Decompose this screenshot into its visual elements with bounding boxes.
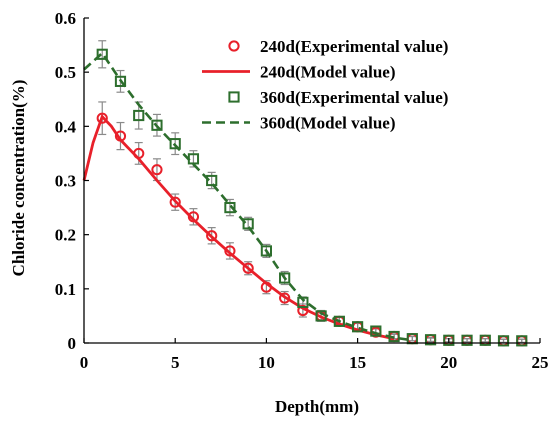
data-point-square xyxy=(443,334,455,346)
data-point-circle xyxy=(224,245,236,257)
data-point-square xyxy=(352,321,364,333)
data-point-square xyxy=(388,330,400,343)
y-tick-label: 0.1 xyxy=(55,280,76,299)
data-point-circle xyxy=(96,112,108,124)
error-bar xyxy=(408,335,417,342)
error-bar xyxy=(481,338,490,343)
error-bar xyxy=(116,121,125,151)
data-point-circle xyxy=(279,292,291,304)
data-point-square xyxy=(133,109,145,122)
data-point-square xyxy=(479,334,491,346)
series-markers xyxy=(96,48,528,347)
axes xyxy=(83,17,541,344)
error-bar xyxy=(426,337,435,342)
data-point-circle xyxy=(206,230,218,242)
data-point-circle xyxy=(260,281,272,293)
data-point-square xyxy=(260,245,272,257)
y-tick-label: 0.5 xyxy=(55,63,76,82)
data-point-square xyxy=(206,174,218,187)
data-point-square xyxy=(224,201,236,214)
error-bar xyxy=(98,40,107,69)
legend-item: 360d(Experimental value) xyxy=(228,88,448,107)
x-axis-label: Depth(mm) xyxy=(275,397,359,416)
legend-item: 240d(Experimental value) xyxy=(228,37,448,56)
data-point-square xyxy=(297,296,309,308)
data-point-circle xyxy=(169,196,181,208)
data-point-square xyxy=(151,119,163,131)
data-point-square xyxy=(516,335,528,347)
legend: 240d(Experimental value) 240d(Model value… xyxy=(202,37,448,133)
legend-label: 360d(Experimental value) xyxy=(260,88,448,107)
data-point-circle xyxy=(187,211,200,223)
y-tick-label: 0.3 xyxy=(55,172,76,191)
data-point-square xyxy=(169,138,181,150)
y-tick-label: 0.2 xyxy=(55,226,76,245)
legend-label: 240d(Model value) xyxy=(260,63,396,82)
tick-labels: 0 5 10 15 20 25 0 0.1 0.2 0.3 0.4 0.5 0.6 xyxy=(55,9,549,372)
y-tick-label: 0.4 xyxy=(55,117,77,136)
legend-circle-swatch xyxy=(228,40,240,52)
legend-label: 360d(Model value) xyxy=(260,114,396,133)
data-point-square xyxy=(242,218,254,230)
error-bar xyxy=(517,338,526,344)
data-point-circle xyxy=(242,262,254,274)
legend-item: 360d(Model value) xyxy=(202,114,396,133)
x-tick-label: 10 xyxy=(258,353,275,372)
x-tick-label: 25 xyxy=(532,353,549,372)
data-point-square xyxy=(461,334,473,346)
legend-square-swatch xyxy=(228,91,240,103)
series-line-3 xyxy=(83,51,413,342)
data-point-square xyxy=(187,153,200,165)
legend-label: 240d(Experimental value) xyxy=(260,37,448,56)
error-bar xyxy=(463,338,472,343)
x-tick-label: 20 xyxy=(440,353,457,372)
data-point-circle xyxy=(151,164,163,176)
data-point-square xyxy=(279,272,291,284)
x-tick-label: 0 xyxy=(80,353,89,372)
data-point-square xyxy=(96,48,108,60)
data-point-circle xyxy=(133,147,145,160)
data-point-square xyxy=(424,334,437,346)
data-point-square xyxy=(114,75,127,87)
series-lines xyxy=(82,51,413,342)
series-line-1 xyxy=(82,113,395,341)
data-point-circle xyxy=(114,130,127,142)
x-tick-label: 5 xyxy=(171,353,180,372)
data-point-square xyxy=(315,310,327,322)
error-bar xyxy=(499,338,508,344)
legend-item: 240d(Model value) xyxy=(202,63,396,82)
y-tick-label: 0 xyxy=(68,334,77,353)
data-point-square xyxy=(370,325,382,337)
y-axis-label: Chloride concentration(%) xyxy=(9,80,28,277)
data-point-square xyxy=(333,315,345,327)
data-point-circle xyxy=(297,304,309,317)
data-point-square xyxy=(497,335,510,347)
y-tick-label: 0.6 xyxy=(55,9,76,28)
x-tick-label: 15 xyxy=(349,353,366,372)
error-bars xyxy=(98,40,526,344)
